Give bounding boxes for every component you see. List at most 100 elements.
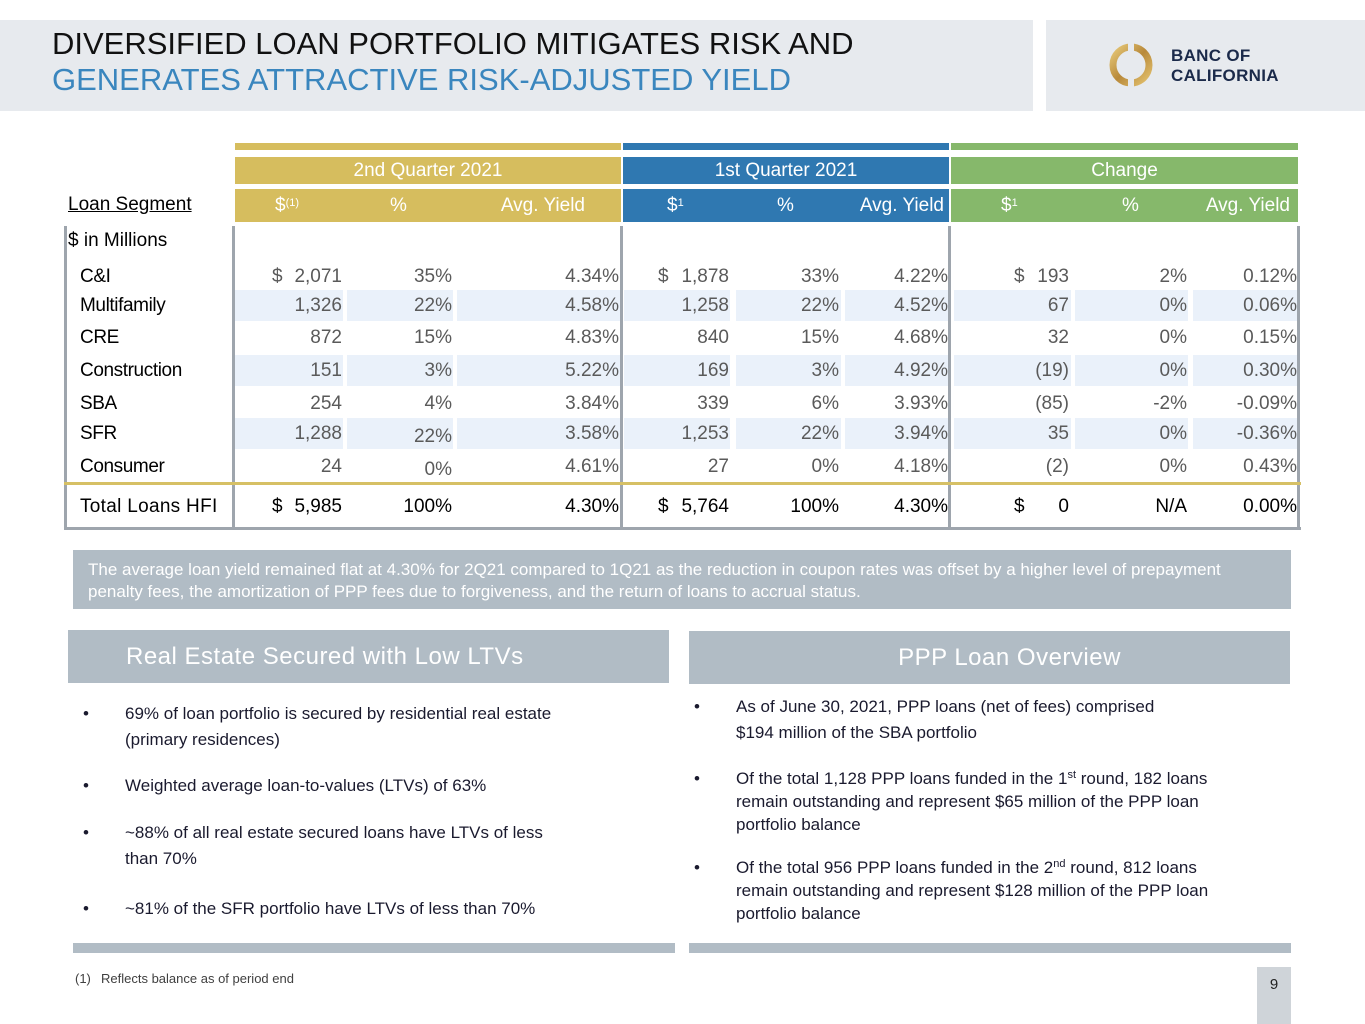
- cell-ch-amt: 67: [1047, 295, 1069, 316]
- ltv-bullet-2-text: Weighted average loan-to-values (LTVs) o…: [125, 773, 486, 799]
- ppp-bullet-3-line-2: remain outstanding and represent $128 mi…: [736, 881, 1209, 900]
- row-band-bg: [736, 290, 841, 321]
- row-band-bg: [624, 355, 730, 386]
- table-bottom-border: [64, 527, 1301, 530]
- cell-q2-amt: 1,326: [294, 295, 342, 316]
- change-pct-header: %: [1122, 195, 1139, 216]
- row-band-bg: [736, 418, 841, 449]
- total-ch-pct: N/A: [1155, 496, 1187, 517]
- ppp-panel-footer-bar: [689, 943, 1291, 953]
- cell-ch-yield: 0.43%: [1243, 456, 1297, 477]
- row-band-bg: [954, 355, 1071, 386]
- row-band-bg: [1193, 290, 1298, 321]
- table-right-border: [1297, 226, 1300, 530]
- cell-ch-pct: 0%: [1159, 295, 1187, 316]
- cell-q2-yield: 4.83%: [565, 327, 619, 348]
- cell-q1-yield: 3.94%: [894, 423, 948, 444]
- logo-band: [1046, 20, 1365, 111]
- ltv-panel-footer-bar: [73, 943, 675, 953]
- cell-ch-yield: 0.12%: [1243, 266, 1297, 287]
- cell-q2-pct: 22%: [413, 426, 452, 447]
- table-divider-q1: [948, 226, 951, 530]
- row-band-bg: [235, 418, 343, 449]
- cell-ch-pct: 0%: [1159, 360, 1187, 381]
- ppp-bullet-2-line-1: Of the total 1,128 PPP loans funded in t…: [736, 767, 1207, 790]
- total-ch-sign: $: [1014, 496, 1025, 517]
- cell-ch-amt: 193: [1037, 266, 1069, 287]
- group-header-change: Change: [951, 157, 1298, 184]
- total-q2-amt: 5,985: [294, 496, 342, 517]
- q2-top-bar: [235, 143, 621, 150]
- group-header-q2: 2nd Quarter 2021: [235, 157, 621, 184]
- ppp-bullet-3-line-1a: Of the total 956 PPP loans funded in the…: [736, 858, 1054, 877]
- bullet-mark: •: [83, 776, 89, 795]
- q1-subheader: $1 % Avg. Yield: [623, 189, 949, 222]
- cell-ch-pct: 0%: [1159, 456, 1187, 477]
- change-top-bar: [951, 143, 1298, 150]
- cell-q1-amt: 1,253: [681, 423, 729, 444]
- row-band-bg: [845, 355, 949, 386]
- ppp-bullet-3-line-1: Of the total 956 PPP loans funded in the…: [736, 856, 1208, 879]
- ltv-bullet-4-text: ~81% of the SFR portfolio have LTVs of l…: [125, 896, 535, 922]
- cell-ch-amt: 32: [1047, 327, 1069, 348]
- change-dollar-label: $: [1001, 195, 1012, 216]
- bank-name-line-1: BANC OF: [1171, 46, 1251, 65]
- row-band-bg: [1193, 418, 1298, 449]
- row-band-bg: [235, 355, 343, 386]
- cell-name: Consumer: [80, 456, 165, 477]
- bullet-mark: •: [83, 823, 89, 842]
- row-band-bg: [954, 418, 1071, 449]
- row-band-bg: [1075, 355, 1188, 386]
- row-band-bg: [736, 355, 841, 386]
- total-q1-yield: 4.30%: [894, 496, 948, 517]
- group-header-q1: 1st Quarter 2021: [623, 157, 949, 184]
- ltv-panel-title: Real Estate Secured with Low LTVs: [68, 630, 669, 683]
- cell-q2-pct: 4%: [424, 393, 452, 414]
- cell-name: C&I: [80, 266, 111, 287]
- cell-q1-amt: 169: [697, 360, 729, 381]
- cell-ch-pct: 0%: [1159, 423, 1187, 444]
- cell-q1-amt: 1,258: [681, 295, 729, 316]
- cell-q1-pct: 15%: [800, 327, 839, 348]
- row-band-bg: [1075, 290, 1188, 321]
- cell-q1-yield: 4.92%: [894, 360, 948, 381]
- cell-q2-yield: 3.58%: [565, 423, 619, 444]
- cell-ch-yield: 0.15%: [1243, 327, 1297, 348]
- table-row: CRE 872 15% 4.83% 840 15% 4.68% 32 0% 0.15%: [64, 322, 1301, 353]
- row-band-bg: [954, 290, 1071, 321]
- q1-dollar-label: $: [667, 195, 678, 216]
- cell-q1-amt: 339: [697, 393, 729, 414]
- q1-yield-header: Avg. Yield: [859, 195, 944, 216]
- cell-q1-pct: 6%: [811, 393, 839, 414]
- ppp-bullet-2-text: Of the total 1,128 PPP loans funded in t…: [736, 767, 1207, 836]
- ordinal-suffix: st: [1067, 769, 1076, 781]
- page-title-line-2: GENERATES ATTRACTIVE RISK-ADJUSTED YIELD: [52, 62, 791, 97]
- cell-q2-amt: 151: [310, 360, 342, 381]
- cell-q2-yield: 5.22%: [565, 360, 619, 381]
- cell-q1-yield: 3.93%: [894, 393, 948, 414]
- q2-dollar-header: $(1): [275, 189, 299, 222]
- ppp-bullet-3-line-1b: round, 812 loans: [1065, 858, 1197, 877]
- yield-summary-box: The average loan yield remained flat at …: [73, 550, 1291, 609]
- q2-subheader: $(1) % Avg. Yield: [235, 189, 621, 222]
- cell-q2-amt: 1,288: [294, 423, 342, 444]
- cell-q1-pct: 3%: [811, 360, 839, 381]
- footnote-text: Reflects balance as of period end: [101, 971, 294, 986]
- cell-q1-pct: 33%: [800, 266, 839, 287]
- bullet-mark: •: [83, 704, 89, 723]
- cell-q2-yield: 4.58%: [565, 295, 619, 316]
- table-row: SBA 254 4% 3.84% 339 6% 3.93% (85) -2% -0.09%: [64, 388, 1301, 419]
- table-row: SFR 1,288 22% 3.58% 1,253 22% 3.94% 35 0% -0.36%: [64, 418, 1301, 449]
- ltv-bullet-3-line-1: ~88% of all real estate secured loans ha…: [125, 823, 543, 842]
- total-ch-yield: 0.00%: [1243, 496, 1297, 517]
- footnote: (1) Reflects balance as of period end: [75, 971, 294, 986]
- row-band-bg: [845, 418, 949, 449]
- table-row: Consumer 24 0% 4.61% 27 0% 4.18% (2) 0% 0.43%: [64, 451, 1301, 482]
- ltv-bullet-1-text: 69% of loan portfolio is secured by resi…: [125, 701, 551, 753]
- total-q2-yield: 4.30%: [565, 496, 619, 517]
- cell-ch-yield: 0.30%: [1243, 360, 1297, 381]
- cell-q1-pct: 22%: [800, 295, 839, 316]
- cell-q2-pct: 3%: [424, 360, 452, 381]
- ppp-bullet-1-text: As of June 30, 2021, PPP loans (net of f…: [736, 694, 1154, 746]
- cell-ch-amt: (85): [1035, 393, 1069, 414]
